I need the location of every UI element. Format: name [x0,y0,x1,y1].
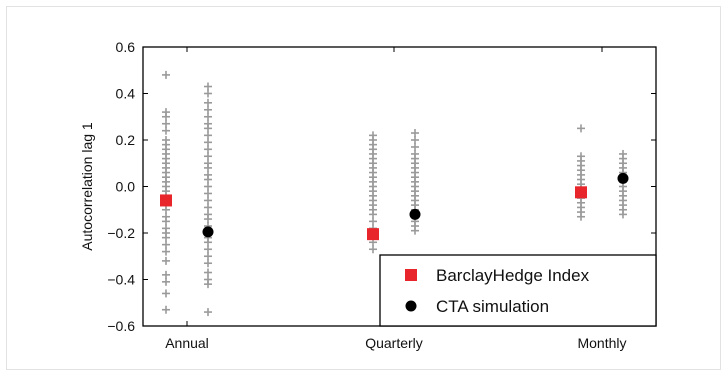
y-axis-label: Autocorrelation lag 1 [79,122,95,251]
distribution-plus-marker [204,89,212,98]
barclayhedge-point [367,228,379,241]
distribution-plus-marker [204,268,212,277]
distribution-plus-marker [411,129,419,138]
distribution-plus-marker [204,275,212,284]
distribution-plus-marker [162,270,170,279]
axes-layer: 0.6 0.4 0.2 0.0 −0.2 −0.4 −0.6 Annual Quarterly M… [107,39,657,351]
distribution-plus-marker [204,82,212,91]
distribution-plus-marker [204,152,212,161]
y-tick-label: 0.0 [116,179,136,195]
distribution-plus-marker [411,149,419,158]
distribution-plus-marker [204,182,212,191]
distribution-plus-marker [204,131,212,140]
distribution-plus-marker [162,289,170,298]
legend: BarclayHedge Index CTA simulation [379,254,657,327]
y-tick-label: 0.2 [116,132,136,148]
distribution-plus-marker [204,245,212,254]
distribution-plus-marker [577,124,585,133]
legend-label: BarclayHedge Index [436,266,590,285]
distribution-plus-marker [162,108,170,117]
y-tick-label: 0.6 [116,39,136,55]
distribution-plus-marker [162,136,170,144]
distribution-plus-marker [204,252,212,261]
cta-simulation-point [617,172,629,184]
distribution-plus-marker [369,245,377,254]
distribution-plus-marker [162,224,170,233]
legend-label: CTA simulation [436,297,549,316]
distribution-plus-marker [411,136,419,144]
distribution-plus-marker [204,98,212,107]
distribution-plus-marker [411,142,419,151]
distribution-plus-marker [162,247,170,256]
distribution-plus-marker [204,259,212,268]
y-tick-label: −0.2 [107,225,135,241]
x-tick-label: Monthly [577,335,626,351]
cta-simulation-point [409,208,421,220]
distribution-plus-marker [204,210,212,219]
distribution-plus-marker [204,196,212,205]
distribution-layer [162,70,627,317]
distribution-plus-marker [162,70,170,79]
distribution-plus-marker [162,305,170,314]
x-tick-label: Quarterly [365,335,423,351]
distribution-plus-marker [204,105,212,114]
distribution-plus-marker [204,145,212,154]
distribution-plus-marker [162,256,170,265]
distribution-plus-marker [204,119,212,128]
distribution-plus-marker [162,277,170,286]
distribution-plus-marker [204,170,212,179]
distribution-plus-marker [162,119,170,128]
points-layer [160,172,629,241]
distribution-plus-marker [577,152,585,161]
legend-box [379,254,657,327]
distribution-plus-marker [204,159,212,168]
legend-marker-circle [405,300,417,312]
distribution-plus-marker [162,126,170,135]
distribution-plus-marker [204,138,212,147]
distribution-plus-marker [369,131,377,140]
distribution-plus-marker [162,212,170,221]
x-tick-label: Annual [165,335,209,351]
distribution-plus-marker [204,112,212,121]
y-tick-label: −0.6 [107,318,135,334]
distribution-plus-marker [369,217,377,226]
barclayhedge-point [160,194,172,207]
distribution-plus-marker [204,203,212,212]
cta-simulation-point [202,226,214,238]
distribution-plus-marker [162,240,170,249]
barclayhedge-point [575,186,587,199]
legend-marker-square [405,269,417,281]
y-tick-label: 0.4 [116,86,136,102]
distribution-plus-marker [204,189,212,198]
distribution-plus-marker [204,308,212,317]
y-tick-label: −0.4 [107,272,135,288]
distribution-plus-marker [619,149,627,158]
